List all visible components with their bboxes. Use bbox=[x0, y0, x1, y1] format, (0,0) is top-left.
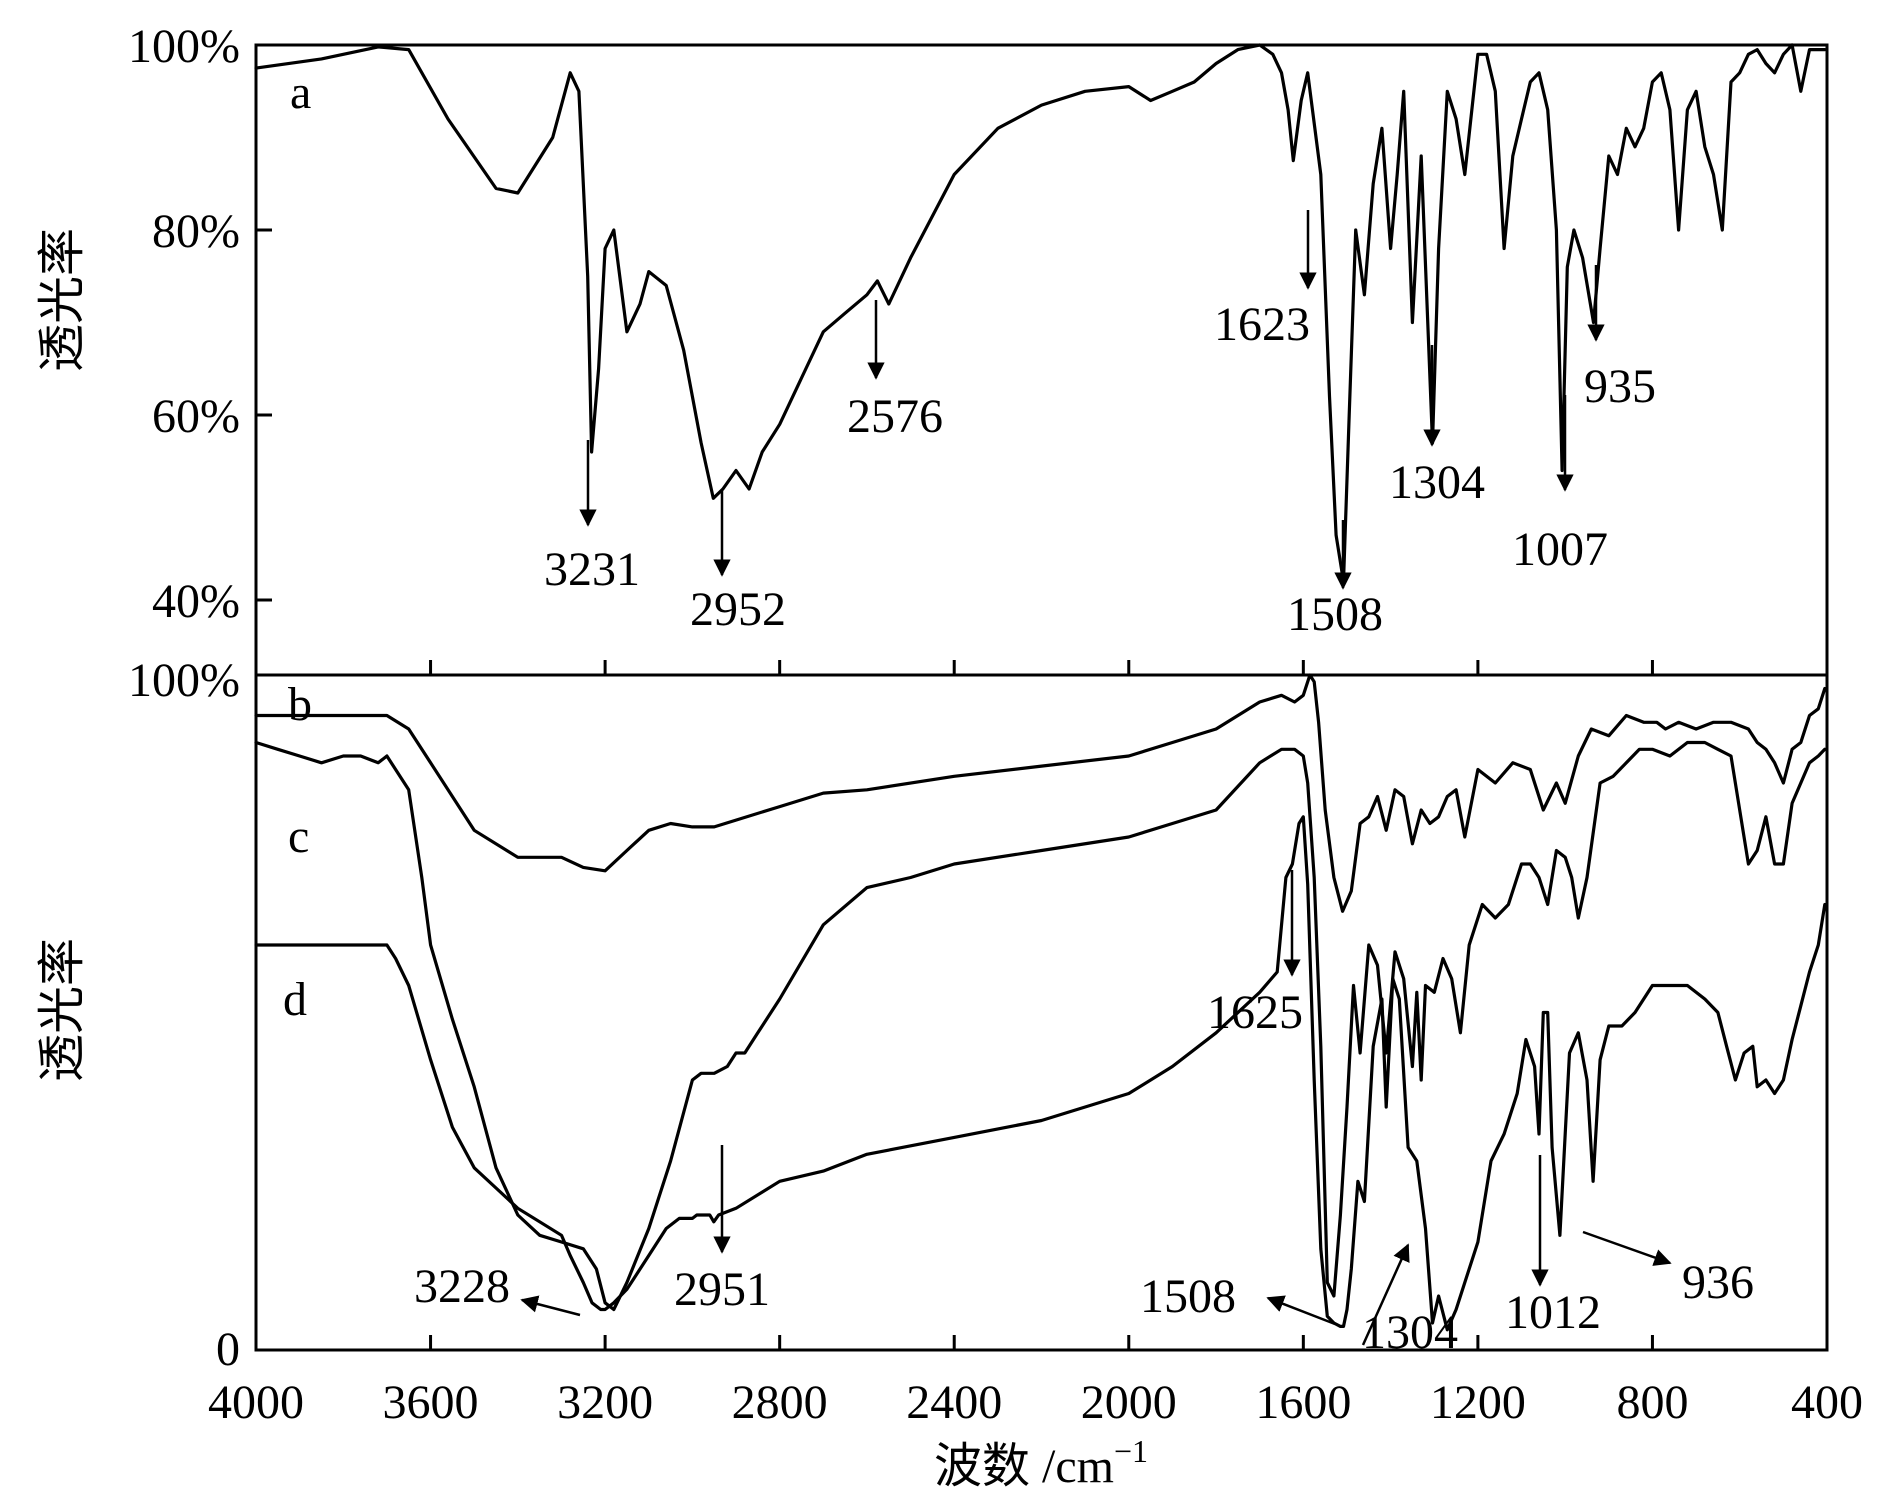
bottom-ytick-0: 0 bbox=[216, 1323, 240, 1376]
series-line-c bbox=[254, 740, 1827, 1312]
x-tick-label-1600: 1600 bbox=[1255, 1376, 1351, 1429]
panel-label-d: d bbox=[283, 973, 307, 1026]
peak-label-1304: 1304 bbox=[1362, 1306, 1458, 1359]
panel-label-c: c bbox=[288, 810, 309, 863]
x-axis-title: 波数 /cm−1 bbox=[934, 1433, 1148, 1493]
top-ytick-60: 60% bbox=[152, 390, 240, 443]
top-y-axis-title: 透光率 bbox=[36, 228, 89, 372]
peak-label-2951: 2951 bbox=[674, 1263, 770, 1316]
series-line-a bbox=[254, 43, 1827, 584]
x-tick-label-1200: 1200 bbox=[1430, 1376, 1526, 1429]
peak-label-1508: 1508 bbox=[1140, 1270, 1236, 1323]
x-tick-label-400: 400 bbox=[1791, 1376, 1863, 1429]
peak-label-1304: 1304 bbox=[1389, 456, 1485, 509]
peak-label-1012: 1012 bbox=[1505, 1286, 1601, 1339]
peak-arrow-936 bbox=[1582, 1230, 1672, 1266]
bottom-ytick-100: 100% bbox=[128, 654, 240, 707]
bottom-panel-frame bbox=[254, 673, 1829, 1352]
x-axis-title-sup: −1 bbox=[1114, 1433, 1148, 1469]
spectra-traces bbox=[254, 43, 1827, 1332]
peak-label-3228: 3228 bbox=[414, 1260, 510, 1313]
x-tick-label-2000: 2000 bbox=[1081, 1376, 1177, 1429]
x-tick-label-2800: 2800 bbox=[732, 1376, 828, 1429]
peak-label-3231: 3231 bbox=[544, 543, 640, 596]
series-line-b bbox=[254, 673, 1827, 913]
top-ytick-80: 80% bbox=[152, 205, 240, 258]
top-y-ticks bbox=[256, 43, 272, 602]
top-ytick-40: 40% bbox=[152, 575, 240, 628]
peak-arrow-3228 bbox=[520, 1295, 581, 1317]
x-tick-label-2400: 2400 bbox=[906, 1376, 1002, 1429]
peak-label-2576: 2576 bbox=[847, 390, 943, 443]
peak-label-1508: 1508 bbox=[1287, 588, 1383, 641]
peak-arrow-1304 bbox=[1361, 1243, 1410, 1346]
peak-label-936: 936 bbox=[1682, 1256, 1754, 1309]
peak-arrow-1508 bbox=[1266, 1295, 1336, 1326]
peak-label-1623: 1623 bbox=[1214, 298, 1310, 351]
series-line-d bbox=[254, 815, 1827, 1332]
top-peak-annotations: 3231 2952 2576 1623 1508 1304 1007 935 bbox=[544, 210, 1656, 641]
top-ytick-100: 100% bbox=[128, 20, 240, 73]
peak-label-1625: 1625 bbox=[1207, 986, 1303, 1039]
x-tick-label-4000: 4000 bbox=[208, 1376, 304, 1429]
bottom-peak-annotations: 3228 2951 1625 1508 1304 1012 936 bbox=[414, 870, 1754, 1359]
peak-label-2952: 2952 bbox=[690, 583, 786, 636]
panel-label-a: a bbox=[290, 66, 311, 119]
x-axis-ticks: 4000 3600 3200 2800 2400 2000 1600 1200 800 400 bbox=[208, 660, 1863, 1429]
panel-label-b: b bbox=[288, 678, 312, 731]
x-tick-label-3200: 3200 bbox=[557, 1376, 653, 1429]
bottom-y-axis-title: 透光率 bbox=[36, 938, 89, 1082]
x-tick-label-3600: 3600 bbox=[383, 1376, 479, 1429]
peak-label-935: 935 bbox=[1584, 360, 1656, 413]
peak-label-1007: 1007 bbox=[1512, 523, 1608, 576]
x-tick-label-800: 800 bbox=[1616, 1376, 1688, 1429]
x-axis-title-main: 波数 /cm bbox=[934, 1440, 1114, 1493]
